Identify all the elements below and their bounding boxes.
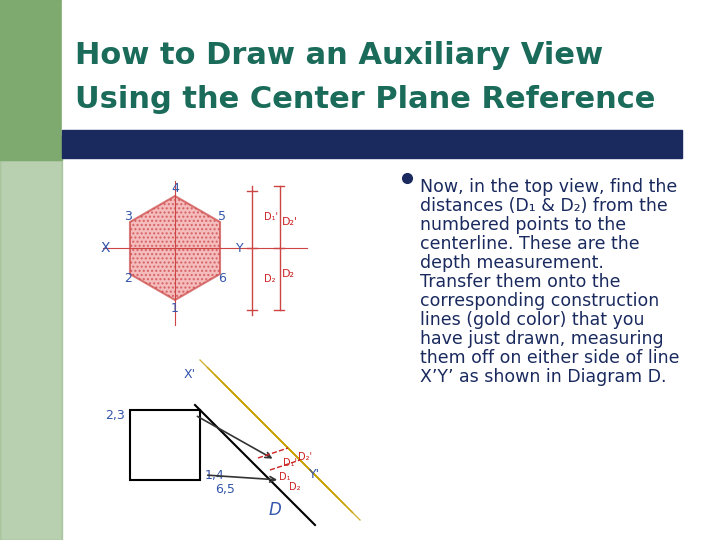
- Text: D₂': D₂': [298, 452, 312, 462]
- Text: 2,3: 2,3: [105, 408, 125, 422]
- Polygon shape: [130, 196, 220, 300]
- Text: 4: 4: [171, 181, 179, 194]
- Text: 6: 6: [218, 273, 226, 286]
- Text: Using the Center Plane Reference: Using the Center Plane Reference: [75, 85, 655, 114]
- Text: them off on either side of line: them off on either side of line: [420, 349, 680, 367]
- Text: X': X': [184, 368, 196, 381]
- Bar: [0, 0, 62, 160]
- Text: Now, in the top view, find the: Now, in the top view, find the: [420, 178, 678, 196]
- Text: X: X: [100, 241, 109, 255]
- Text: 5: 5: [218, 211, 226, 224]
- Text: D₁': D₁': [264, 212, 278, 222]
- Text: 2: 2: [124, 273, 132, 286]
- Text: D₂': D₂': [282, 217, 298, 227]
- Bar: [62, 0, 720, 135]
- Text: Y': Y': [310, 469, 320, 482]
- Text: depth measurement.: depth measurement.: [420, 254, 604, 272]
- Text: D₂: D₂: [289, 482, 301, 492]
- Text: X’Y’ as shown in Diagram D.: X’Y’ as shown in Diagram D.: [420, 368, 667, 386]
- Bar: [62, 130, 682, 158]
- Text: lines (gold color) that you: lines (gold color) that you: [420, 311, 644, 329]
- Text: D₁: D₁: [279, 472, 291, 482]
- Text: corresponding construction: corresponding construction: [420, 292, 660, 310]
- Text: Transfer them onto the: Transfer them onto the: [420, 273, 621, 291]
- Text: distances (D₁ & D₂) from the: distances (D₁ & D₂) from the: [420, 197, 667, 215]
- Bar: [0, 160, 62, 540]
- Text: 1: 1: [171, 301, 179, 314]
- Text: 3: 3: [124, 211, 132, 224]
- Text: numbered points to the: numbered points to the: [420, 216, 626, 234]
- Text: D₁': D₁': [283, 458, 297, 468]
- Text: 1,4: 1,4: [205, 469, 225, 482]
- Text: D: D: [269, 501, 282, 519]
- Text: have just drawn, measuring: have just drawn, measuring: [420, 330, 664, 348]
- Text: D₂: D₂: [264, 274, 276, 284]
- Bar: [130, 410, 200, 480]
- Text: 6,5: 6,5: [215, 483, 235, 496]
- Text: D₂: D₂: [282, 269, 295, 279]
- Text: centerline. These are the: centerline. These are the: [420, 235, 639, 253]
- Text: Y: Y: [236, 241, 244, 254]
- Text: How to Draw an Auxiliary View: How to Draw an Auxiliary View: [75, 40, 603, 70]
